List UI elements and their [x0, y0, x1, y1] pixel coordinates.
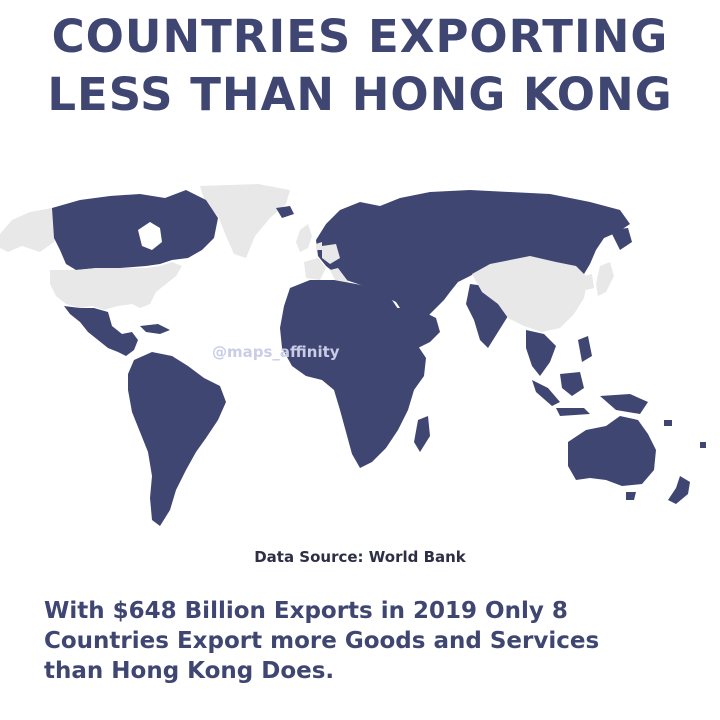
map-region-germany — [322, 244, 340, 264]
caption: With $648 Billion Exports in 2019 Only 8… — [44, 596, 704, 686]
map-region-usa — [50, 262, 182, 310]
watermark: @maps_affinity — [212, 343, 340, 361]
map-region-canada — [52, 190, 218, 270]
map-region-caribbean — [140, 324, 170, 334]
map-region-borneo — [560, 372, 584, 396]
map-region-korea — [584, 274, 594, 290]
map-region-java — [556, 408, 590, 416]
map-region-iceland — [276, 206, 294, 218]
caption-line-2: Countries Export more Goods and Services — [44, 628, 600, 654]
data-source: Data Source: World Bank — [254, 548, 466, 566]
map-region-pacific-islands — [664, 420, 706, 448]
map-region-mexico — [64, 306, 138, 356]
map-region-philippines — [578, 336, 592, 362]
map-region-south-america — [128, 352, 226, 526]
map-region-uk — [296, 224, 312, 252]
title-line-1: COUNTRIES EXPORTING — [51, 10, 669, 63]
map-region-southeast-asia — [526, 330, 556, 376]
map-region-china — [472, 256, 588, 332]
map-region-madagascar — [414, 416, 430, 452]
map-region-france — [304, 258, 326, 280]
caption-line-3: than Hong Kong Does. — [44, 658, 335, 684]
page-title: COUNTRIES EXPORTING LESS THAN HONG KONG — [0, 8, 720, 124]
map-region-sumatra — [532, 380, 560, 406]
map-region-alaska — [0, 208, 60, 252]
map-region-eurasia — [316, 190, 630, 320]
map-region-greenland — [200, 184, 290, 258]
world-map — [0, 180, 720, 540]
world-map-svg — [0, 184, 706, 526]
map-region-tasmania — [626, 492, 636, 500]
map-region-africa — [280, 280, 426, 468]
map-region-new-zealand — [668, 476, 690, 504]
map-region-australia — [568, 416, 656, 486]
caption-line-1: With $648 Billion Exports in 2019 Only 8 — [44, 598, 568, 624]
map-region-japan — [596, 262, 614, 296]
map-region-kamchatka — [610, 228, 632, 250]
map-region-hudson-bay — [138, 222, 162, 250]
title-line-2: LESS THAN HONG KONG — [47, 68, 673, 121]
map-region-netherlands — [316, 242, 322, 250]
map-region-new-guinea — [600, 394, 648, 414]
